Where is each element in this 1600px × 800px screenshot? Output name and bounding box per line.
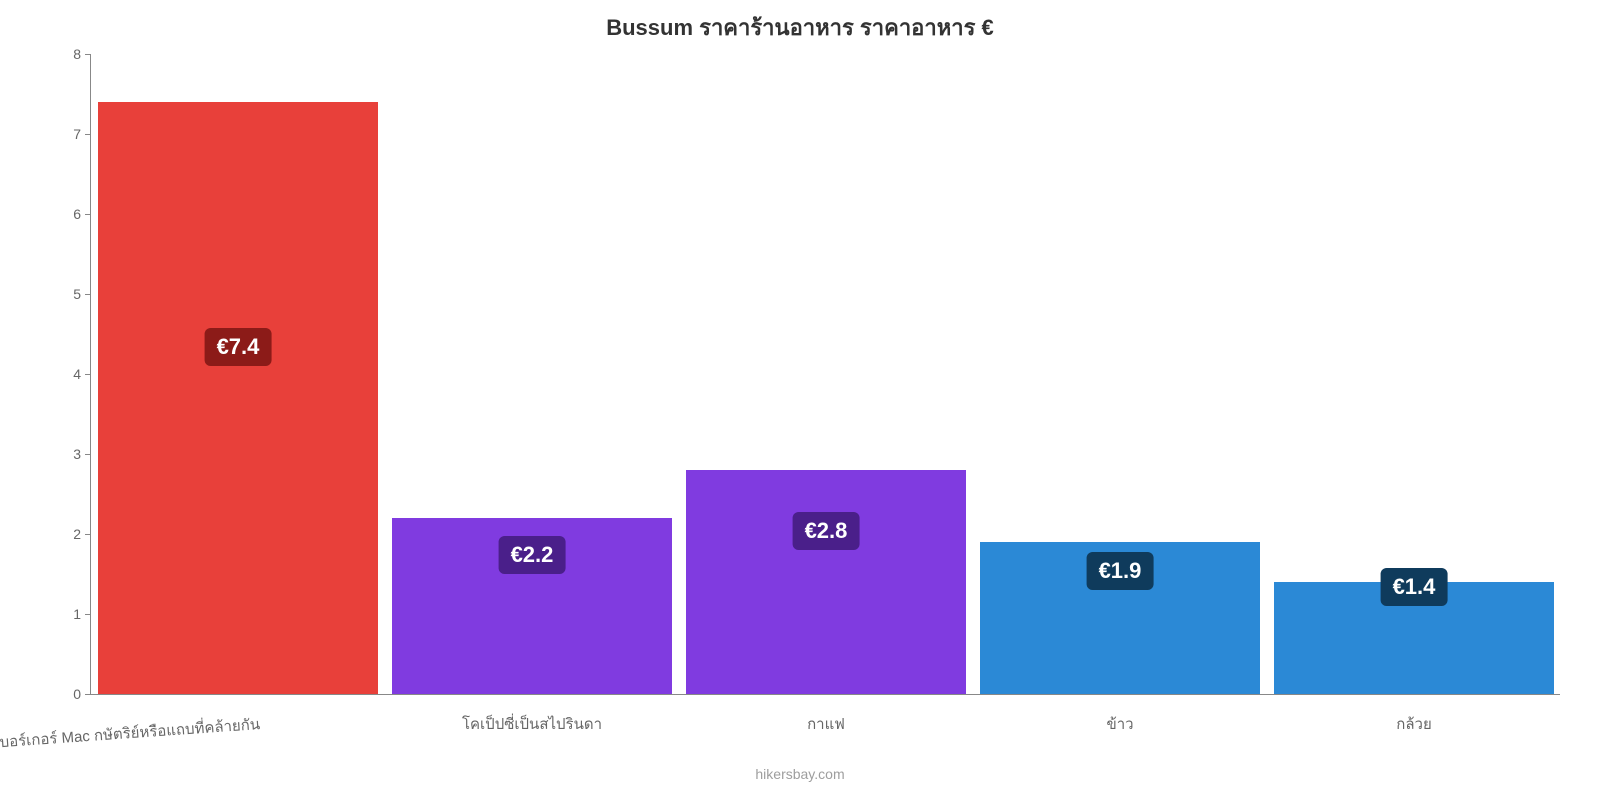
y-tick-label: 8	[73, 46, 81, 62]
value-badge: €7.4	[205, 328, 272, 366]
y-tick-mark	[85, 534, 91, 535]
bar: €1.9ข้าว	[980, 542, 1259, 694]
y-tick-label: 5	[73, 286, 81, 302]
value-badge: €2.2	[499, 536, 566, 574]
y-tick-mark	[85, 614, 91, 615]
y-tick-label: 7	[73, 126, 81, 142]
y-tick-mark	[85, 454, 91, 455]
y-tick-mark	[85, 54, 91, 55]
y-tick-mark	[85, 214, 91, 215]
x-axis-label: เบอร์เกอร์ Mac กษัตริย์หรือแถบที่คล้ายกั…	[0, 712, 261, 756]
y-tick-mark	[85, 134, 91, 135]
x-axis-label: ข้าว	[973, 712, 1267, 736]
bar: €2.8กาแฟ	[686, 470, 965, 694]
bar: €7.4เบอร์เกอร์ Mac กษัตริย์หรือแถบที่คล้…	[98, 102, 377, 694]
chart-title: Bussum ราคาร้านอาหาร ราคาอาหาร €	[0, 10, 1600, 45]
x-axis-label: กาแฟ	[679, 712, 973, 736]
y-tick-mark	[85, 294, 91, 295]
value-badge: €2.8	[793, 512, 860, 550]
y-tick-label: 0	[73, 686, 81, 702]
x-axis-label: กล้วย	[1267, 712, 1561, 736]
y-tick-label: 6	[73, 206, 81, 222]
y-tick-label: 4	[73, 366, 81, 382]
y-tick-label: 1	[73, 606, 81, 622]
plot-area: 012345678€7.4เบอร์เกอร์ Mac กษัตริย์หรือ…	[90, 55, 1560, 695]
value-badge: €1.9	[1087, 552, 1154, 590]
y-tick-mark	[85, 694, 91, 695]
y-tick-label: 2	[73, 526, 81, 542]
footer-credit: hikersbay.com	[0, 766, 1600, 782]
bar: €1.4กล้วย	[1274, 582, 1553, 694]
y-tick-label: 3	[73, 446, 81, 462]
value-badge: €1.4	[1381, 568, 1448, 606]
y-tick-mark	[85, 374, 91, 375]
x-axis-label: โคเป็ปซี่เป็นสไปรินดา	[385, 712, 679, 736]
chart-container: Bussum ราคาร้านอาหาร ราคาอาหาร €01234567…	[0, 0, 1600, 800]
bar: €2.2โคเป็ปซี่เป็นสไปรินดา	[392, 518, 671, 694]
